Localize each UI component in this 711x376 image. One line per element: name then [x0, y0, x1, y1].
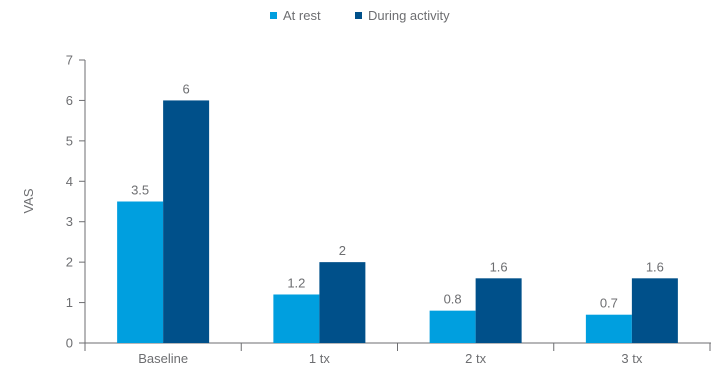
- legend-item-during-activity: During activity: [355, 8, 450, 23]
- y-tick-label: 7: [66, 53, 73, 68]
- data-label: 1.6: [490, 259, 508, 274]
- data-label: 0.7: [600, 296, 618, 311]
- y-tick-label: 0: [66, 336, 73, 351]
- bar-during-activity: [319, 262, 366, 343]
- data-label: 1.6: [646, 259, 664, 274]
- bar-at-rest: [273, 294, 320, 343]
- y-tick-label: 6: [66, 93, 73, 108]
- chart-legend: At rest During activity: [270, 8, 450, 23]
- data-label: 3.5: [131, 183, 149, 198]
- y-axis-label: VAS: [21, 188, 36, 213]
- legend-label: At rest: [283, 8, 321, 23]
- x-tick-label: 3 tx: [621, 351, 642, 366]
- y-tick-label: 3: [66, 214, 73, 229]
- legend-item-at-rest: At rest: [270, 8, 321, 23]
- data-label: 1.2: [287, 275, 305, 290]
- bar-during-activity: [163, 100, 210, 343]
- bar-during-activity: [631, 278, 678, 343]
- y-tick-label: 2: [66, 255, 73, 270]
- x-axis: Baseline 1 tx 2 tx 3 tx: [84, 342, 711, 366]
- x-tick-label: 1 tx: [309, 351, 330, 366]
- bar-during-activity: [475, 278, 522, 343]
- legend-swatch: [355, 12, 362, 19]
- bar-at-rest: [585, 314, 632, 343]
- y-tick-label: 4: [66, 174, 73, 189]
- bar-at-rest: [429, 310, 476, 343]
- bar-at-rest: [117, 201, 164, 343]
- data-label: 0.8: [444, 292, 462, 307]
- x-tick-label: 2 tx: [465, 351, 486, 366]
- data-label: 6: [183, 81, 190, 96]
- y-axis: 0 1 2 3 4 5 6 7: [66, 53, 86, 351]
- legend-label: During activity: [368, 8, 450, 23]
- y-tick-label: 1: [66, 295, 73, 310]
- x-tick-label: Baseline: [138, 351, 188, 366]
- bar-series: 3.5 6 1.2 2 0.8 1.6 0.7 1.6: [117, 81, 678, 343]
- legend-swatch: [270, 12, 277, 19]
- y-tick-label: 5: [66, 133, 73, 148]
- data-label: 2: [339, 243, 346, 258]
